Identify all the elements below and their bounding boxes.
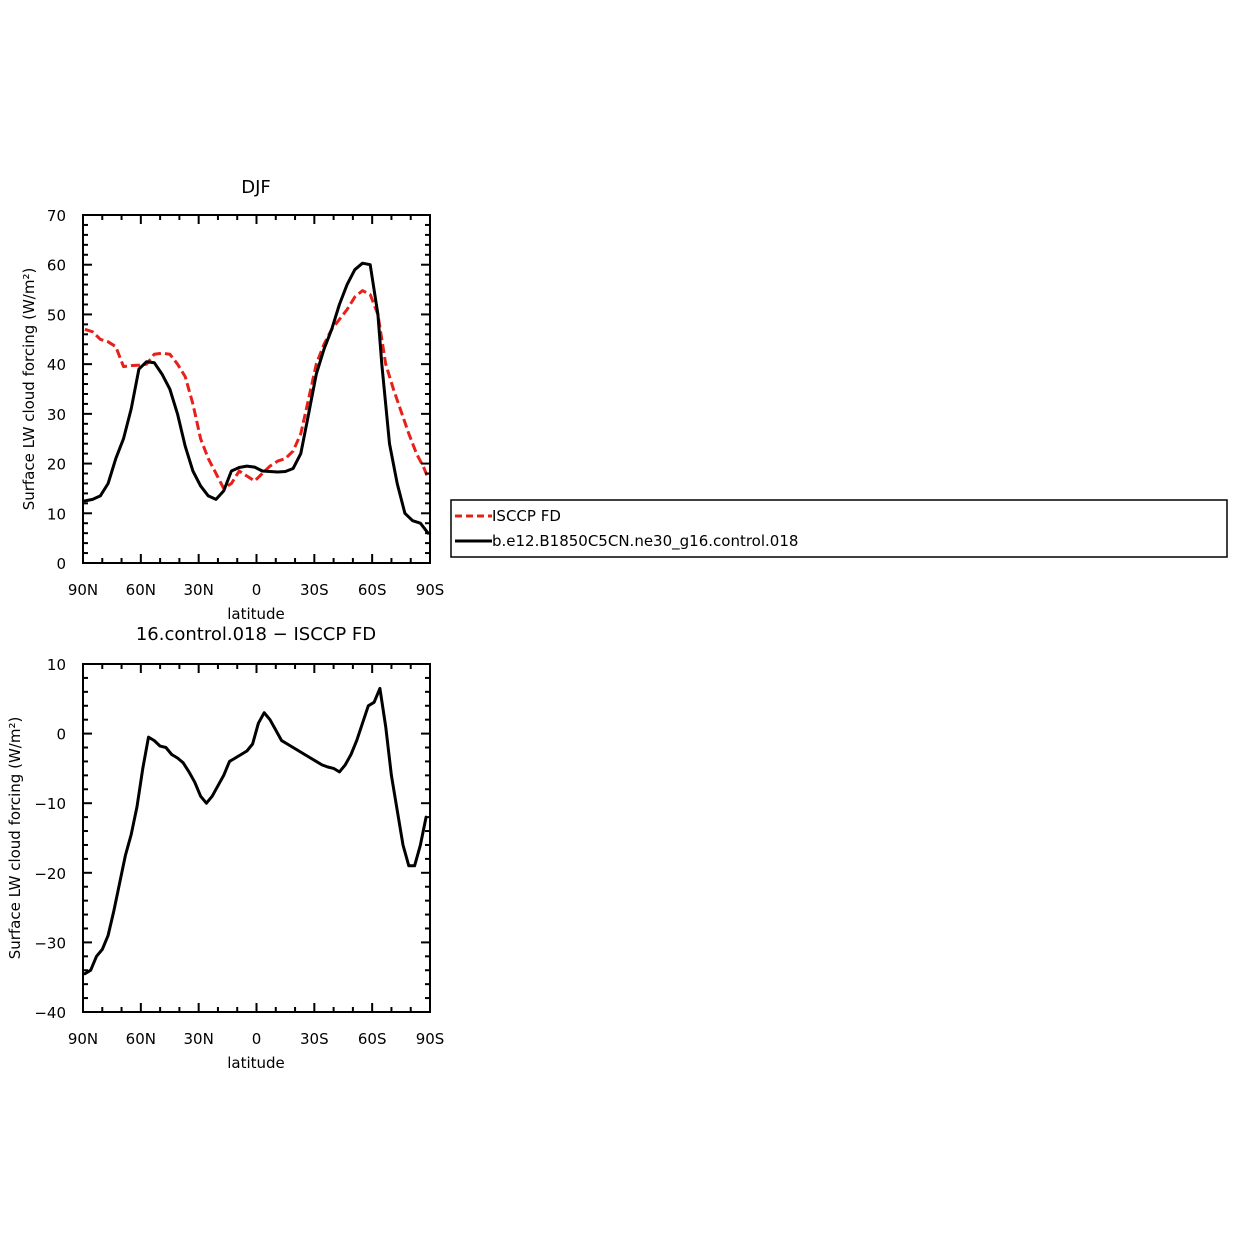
bottom-y-tick-label: −30 <box>34 934 66 952</box>
bottom-tick-marks <box>82 663 431 1013</box>
bottom-x-tick-label: 30S <box>300 1030 329 1048</box>
bottom-x-tick-label: 60N <box>126 1030 156 1048</box>
bottom-y-tick-label: −10 <box>34 795 66 813</box>
legend-box <box>450 499 1228 558</box>
bottom-x-tick-label: 90S <box>416 1030 445 1048</box>
bottom-y-tick-label: 0 <box>56 726 66 744</box>
top-y-tick-label: 60 <box>47 257 66 275</box>
bottom-y-tick-label: −40 <box>34 1004 66 1022</box>
legend-label-isccp: ISCCP FD <box>492 507 561 525</box>
bottom-y-tick-labels: −40 −30 −20 −10 0 10 <box>34 656 66 1022</box>
top-tick-marks <box>82 214 431 564</box>
bottom-x-tick-label: 30N <box>184 1030 214 1048</box>
top-series-line-2 <box>83 261 430 535</box>
top-plot-title: DJF <box>241 177 271 198</box>
top-y-tick-label: 10 <box>47 505 66 523</box>
top-x-tick-labels: 90N 60N 30N 0 30S 60S 90S <box>68 581 444 599</box>
top-y-tick-label: 30 <box>47 406 66 424</box>
bottom-x-tick-label: 90N <box>68 1030 98 1048</box>
legend-label-model: b.e12.B1850C5CN.ne30_g16.control.018 <box>492 532 798 551</box>
bottom-plot-title: 16.control.018 − ISCCP FD <box>136 624 376 645</box>
bottom-series-line-1 <box>83 686 428 976</box>
top-y-tick-labels: 0 10 20 30 40 50 60 70 <box>47 207 66 573</box>
top-x-tick-label: 90S <box>416 581 445 599</box>
bottom-series-layer <box>83 686 428 976</box>
top-y-tick-label: 50 <box>47 306 66 324</box>
bottom-y-tick-label: 10 <box>47 656 66 674</box>
top-y-tick-label: 40 <box>47 356 66 374</box>
bottom-y-tick-label: −20 <box>34 865 66 883</box>
top-x-tick-label: 90N <box>68 581 98 599</box>
bottom-x-tick-label: 60S <box>358 1030 387 1048</box>
top-x-tick-label: 60N <box>126 581 156 599</box>
bottom-x-axis-label: latitude <box>227 1054 285 1072</box>
bottom-panel: 16.control.018 − ISCCP FD −40 −30 −20 −10 0 1… <box>6 624 444 1072</box>
top-series-layer <box>83 261 430 535</box>
top-x-tick-label: 0 <box>252 581 262 599</box>
bottom-y-axis-label: Surface LW cloud forcing (W/m²) <box>6 717 24 960</box>
top-y-tick-label: 20 <box>47 456 66 474</box>
top-x-axis-label: latitude <box>227 605 285 623</box>
top-x-tick-label: 30S <box>300 581 329 599</box>
top-x-tick-label: 30N <box>184 581 214 599</box>
top-x-tick-label: 60S <box>358 581 387 599</box>
top-series-line-1 <box>84 289 430 490</box>
bottom-x-tick-label: 0 <box>252 1030 262 1048</box>
top-y-axis-label: Surface LW cloud forcing (W/m²) <box>20 268 38 511</box>
bottom-x-tick-labels: 90N 60N 30N 0 30S 60S 90S <box>68 1030 444 1048</box>
top-y-tick-label: 0 <box>56 555 66 573</box>
bottom-plot-frame <box>82 663 431 1013</box>
top-y-tick-label: 70 <box>47 207 66 225</box>
legend: ISCCP FD b.e12.B1850C5CN.ne30_g16.contro… <box>450 499 1228 558</box>
